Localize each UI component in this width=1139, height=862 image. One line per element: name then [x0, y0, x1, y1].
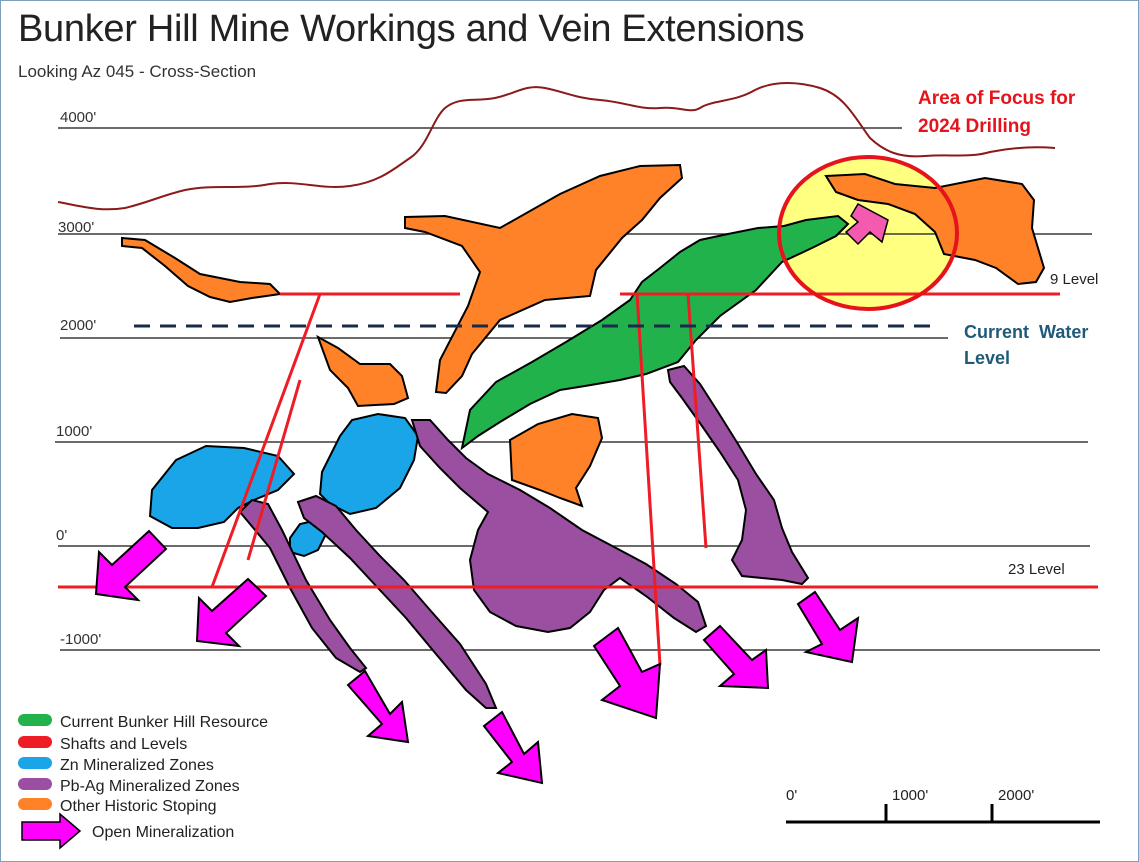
twentythree-level-label: 23 Level: [1008, 561, 1065, 578]
focus-area-ring: [777, 155, 959, 311]
shaft-3: [635, 293, 662, 666]
zinc-zone-center: [318, 412, 420, 516]
focus-label-line2: 2024 Drilling: [918, 116, 1031, 137]
elevation-label-3000: 3000': [58, 219, 94, 236]
historic-stoping: [121, 163, 1046, 508]
open-arrow-3: [346, 669, 410, 744]
shaft-2: [246, 379, 302, 561]
legend-label-shafts: Shafts and Levels: [60, 736, 187, 753]
focus-pink-arrow-icon: [844, 202, 889, 246]
topography-line: [57, 82, 1056, 211]
legend-swatch-pbag: [18, 778, 52, 790]
open-arrow-6: [702, 624, 770, 690]
open-arrow-1: [94, 529, 168, 602]
resource-zone: [460, 214, 850, 451]
legend-swatch-zinc: [18, 757, 52, 769]
legend-label-pbag: Pb-Ag Mineralized Zones: [60, 778, 240, 795]
open-arrow-7: [796, 590, 860, 664]
stope-mid-left: [316, 334, 410, 408]
pbag-vein-3: [410, 419, 708, 634]
legend-label-open-arrow: Open Mineralization: [92, 824, 234, 841]
legend: Current Bunker Hill Resource Shafts and …: [18, 714, 268, 850]
stope-far-left: [121, 236, 283, 304]
elevation-label-1000: 1000': [56, 423, 92, 440]
stope-upper-right: [824, 172, 1046, 286]
figure-title: Bunker Hill Mine Workings and Vein Exten…: [18, 8, 805, 50]
scale-label-2000: 2000': [998, 787, 1034, 804]
legend-swatch-shafts: [18, 736, 52, 748]
stope-upper-large: [404, 163, 684, 395]
stope-mid-center: [508, 412, 604, 508]
elevation-lines: [55, 127, 1100, 651]
elevation-label-0: 0': [56, 527, 67, 544]
shaft-4: [686, 293, 708, 549]
focus-label-line1: Area of Focus for: [918, 88, 1076, 109]
shafts-and-levels: [58, 292, 1098, 666]
pbag-vein-4: [666, 364, 810, 586]
pbag-vein-2: [296, 494, 498, 709]
nine-level-label: 9 Level: [1050, 271, 1098, 288]
legend-swatch-stoping: [18, 798, 52, 810]
scale-bar: 0' 1000' 2000': [786, 787, 1100, 824]
elevation-label-2000: 2000': [60, 317, 96, 334]
open-arrow-2: [195, 577, 268, 648]
legend-swatch-resource: [18, 714, 52, 726]
scale-label-1000: 1000': [892, 787, 928, 804]
pbag-zones: [238, 364, 810, 709]
open-arrow-4: [482, 710, 544, 785]
elevation-label-minus1000: -1000': [60, 631, 101, 648]
water-level-label-line1: Current Water: [964, 322, 1088, 342]
water-level-label-line2: Level: [964, 348, 1010, 368]
elevation-label-4000: 4000': [60, 109, 96, 126]
scale-label-0: 0': [786, 787, 797, 804]
legend-label-stoping: Other Historic Stoping: [60, 798, 217, 815]
open-mineralization-arrows: [94, 529, 860, 785]
figure-subtitle: Looking Az 045 - Cross-Section: [18, 62, 257, 81]
open-arrow-5: [592, 626, 662, 720]
legend-label-zinc: Zn Mineralized Zones: [60, 757, 214, 774]
legend-label-resource: Current Bunker Hill Resource: [60, 714, 268, 731]
shaft-1: [210, 293, 322, 588]
legend-open-arrow-icon: [21, 812, 82, 850]
